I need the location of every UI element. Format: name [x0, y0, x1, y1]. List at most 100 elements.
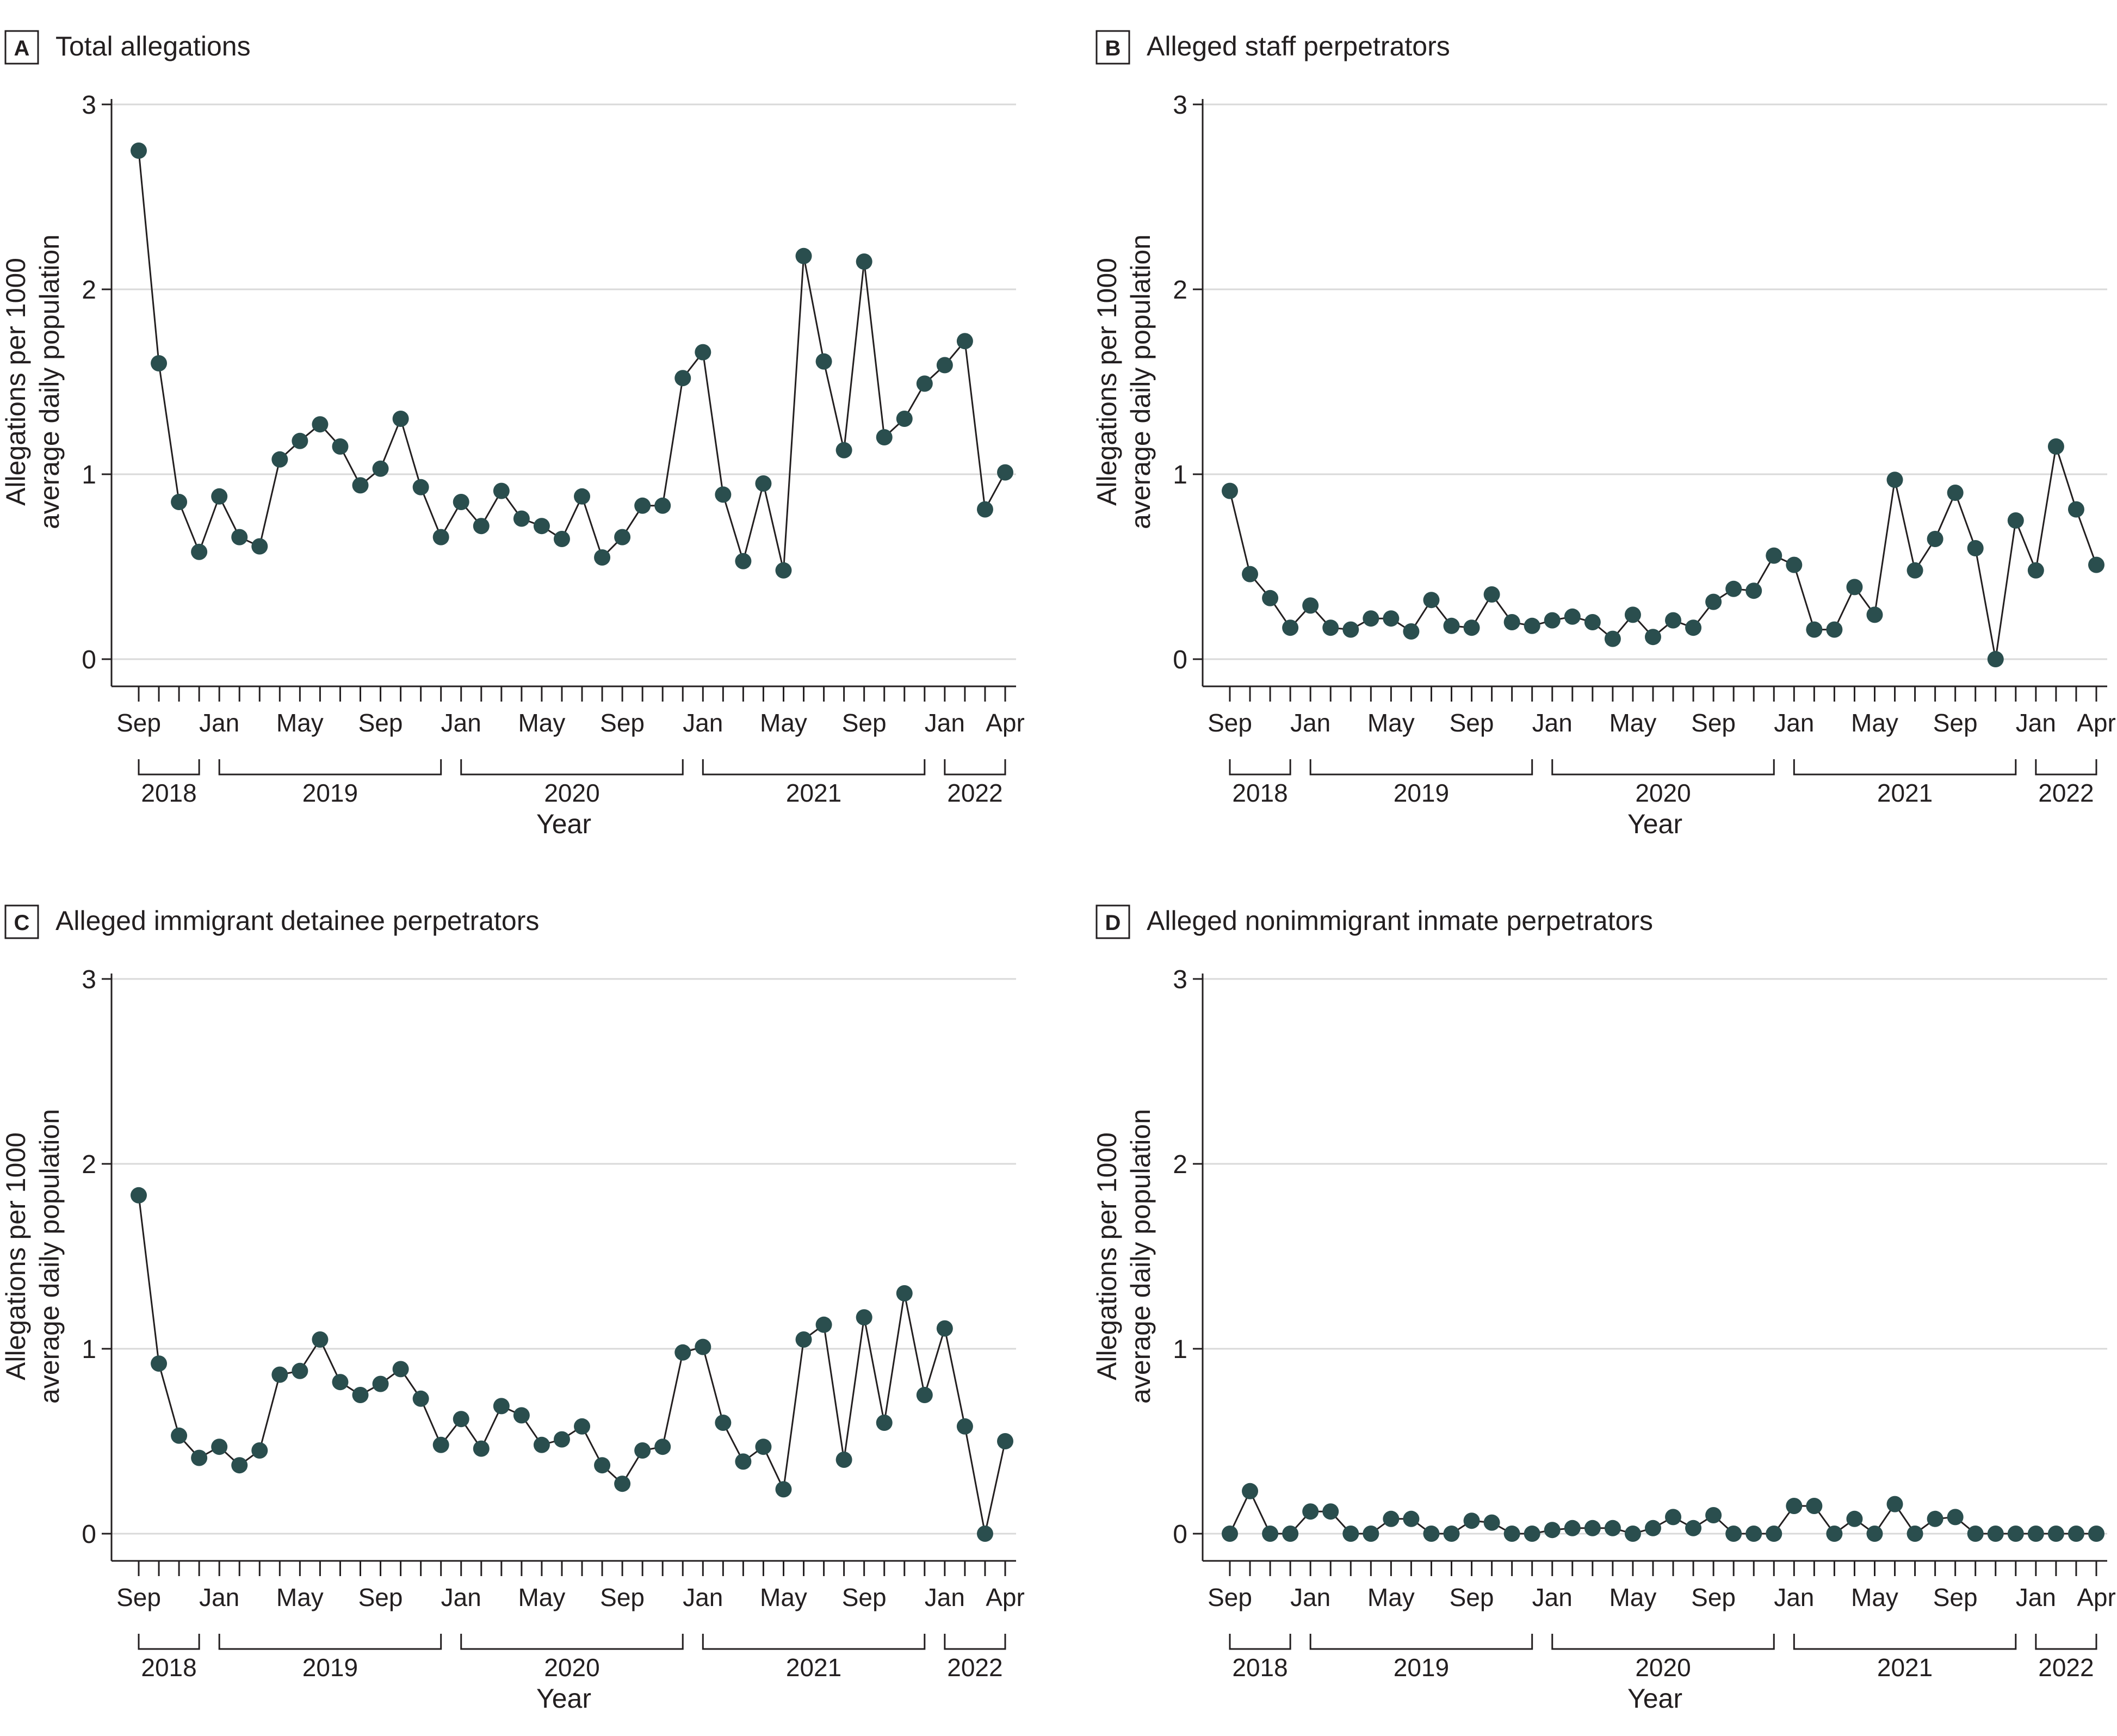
data-point: [392, 1361, 409, 1378]
data-point: [1322, 619, 1339, 636]
x-tick-label: Sep: [358, 709, 403, 737]
data-point: [2068, 1526, 2084, 1542]
data-point: [1483, 586, 1500, 603]
year-label: 2020: [1635, 1653, 1691, 1682]
data-point: [695, 344, 711, 361]
year-label: 2018: [1232, 779, 1287, 807]
data-point: [493, 482, 510, 499]
data-point: [896, 1285, 913, 1301]
data-point: [1665, 612, 1682, 629]
data-point: [412, 479, 429, 495]
year-bracket: [1229, 759, 1291, 776]
data-point: [1886, 1496, 1903, 1512]
data-point: [634, 497, 651, 514]
data-point: [1282, 1526, 1299, 1542]
data-point: [1564, 608, 1581, 625]
year-label: 2019: [302, 1653, 358, 1682]
x-tick-label: Jan: [199, 1583, 239, 1611]
year-label: 2020: [1635, 779, 1691, 807]
data-point: [1786, 1498, 1803, 1514]
year-label: 2019: [1394, 1653, 1449, 1682]
y-tick-label: 0: [82, 1520, 96, 1549]
data-point: [271, 1366, 288, 1383]
data-point: [1443, 617, 1460, 634]
x-tick-label: Sep: [1450, 1583, 1494, 1611]
data-point: [1705, 593, 1722, 610]
panel-title: Alleged staff perpetrators: [1147, 31, 1450, 61]
year-bracket: [1551, 1634, 1775, 1650]
data-point: [432, 1436, 449, 1453]
data-point: [1705, 1507, 1722, 1523]
panel-a: A Total allegations 0 1 2 3 Sep Jan May Sep Jan May…: [1, 30, 1025, 839]
data-point: [1383, 1510, 1400, 1527]
data-point: [191, 1449, 208, 1466]
x-tick-label: May: [760, 709, 807, 737]
data-point: [2007, 512, 2024, 529]
data-point: [553, 531, 570, 547]
x-tick-label: Sep: [1208, 1583, 1252, 1611]
data-point: [151, 1355, 168, 1372]
data-point: [916, 375, 933, 392]
panel-letter-box: [4, 904, 39, 939]
data-point: [654, 497, 671, 514]
data-point: [211, 1439, 228, 1455]
data-point: [1524, 1526, 1540, 1542]
x-tick-label: May: [518, 709, 565, 737]
data-point: [795, 247, 812, 264]
data-point: [1906, 562, 1923, 579]
series-line: [138, 1195, 1006, 1534]
x-axis-title: Year: [1627, 809, 1682, 839]
year-bracket: [1551, 759, 1775, 776]
data-point: [1222, 482, 1238, 499]
series-line: [1229, 1489, 2096, 1535]
data-point: [1947, 1509, 1964, 1526]
data-point: [453, 1411, 469, 1428]
data-point: [956, 333, 973, 350]
year-label: 2019: [1394, 779, 1449, 807]
data-point: [553, 1431, 570, 1448]
y-tick-label: 2: [1173, 1150, 1187, 1179]
data-point: [171, 1427, 188, 1444]
x-tick-label: May: [1367, 709, 1415, 737]
data-point: [1866, 1526, 1883, 1542]
data-point: [1987, 1526, 2004, 1542]
data-point: [533, 1436, 550, 1453]
panel-letter: C: [14, 911, 30, 935]
data-point: [372, 460, 389, 477]
data-point: [835, 1452, 852, 1468]
data-point: [513, 510, 530, 527]
data-point: [1927, 1510, 1943, 1527]
y-axis-title: Allegations per 1000 average daily popula…: [1092, 234, 1156, 529]
x-tick-label: Sep: [1933, 709, 1978, 737]
y-axis-title-line: Allegations per 1000: [1, 258, 31, 506]
data-point: [856, 1309, 872, 1326]
data-point: [755, 475, 772, 492]
x-tick-label: Jan: [1532, 1583, 1573, 1611]
data-point: [1403, 623, 1420, 640]
year-bracket: [138, 1634, 200, 1650]
y-axis-title: Allegations per 1000 average daily popula…: [1, 234, 65, 529]
panel-letter-box: [1095, 904, 1130, 939]
data-point: [533, 518, 550, 535]
data-point: [2007, 1526, 2024, 1542]
data-point: [513, 1407, 530, 1424]
data-point: [473, 1440, 490, 1457]
x-tick-label: Sep: [842, 1583, 887, 1611]
x-tick-label: Jan: [683, 709, 723, 737]
x-tick-label: Sep: [116, 1583, 161, 1611]
data-point: [1383, 610, 1400, 627]
year-bracket: [2035, 1634, 2097, 1650]
year-bracket: [702, 1634, 926, 1650]
data-point: [1826, 1526, 1843, 1542]
x-tick-label: Jan: [1290, 709, 1330, 737]
data-point: [916, 1387, 933, 1403]
x-tick-label: Sep: [600, 1583, 645, 1611]
y-tick-label: 1: [1173, 461, 1187, 489]
data-point: [735, 1453, 752, 1470]
data-point: [1745, 582, 1762, 599]
data-point: [131, 1187, 147, 1204]
x-tick-label: Apr: [2077, 1583, 2116, 1611]
data-point: [997, 464, 1013, 481]
data-point: [614, 529, 631, 545]
